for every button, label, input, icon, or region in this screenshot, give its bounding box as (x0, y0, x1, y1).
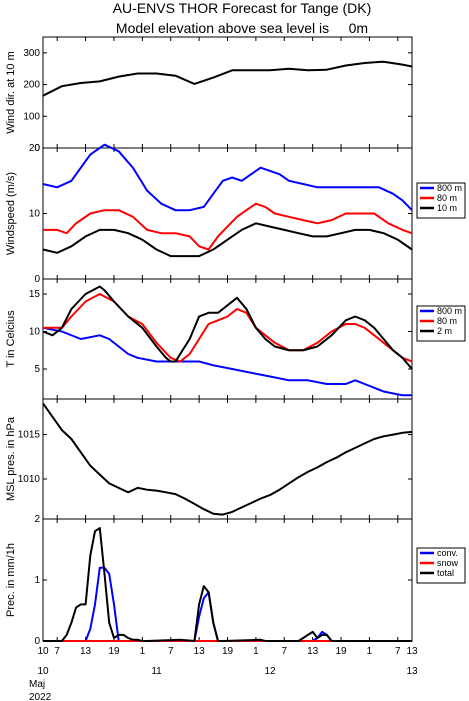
y-tick-label: 300 (23, 48, 40, 59)
y-tick-label: 0 (34, 274, 40, 285)
legend-label: snow (437, 558, 459, 568)
series-line-main (42, 402, 413, 516)
series-line-main (42, 60, 413, 97)
y-tick-label: 1015 (18, 430, 41, 441)
panel-frame (42, 398, 413, 520)
hour-tick-label: 7 (168, 646, 174, 657)
hour-tick-label: 7 (395, 646, 401, 657)
y-axis-label: Wind dir. at 10 m (5, 51, 17, 134)
legend-label: 10 m (437, 203, 457, 213)
hour-tick-label: 19 (108, 646, 120, 657)
legend-label: 80 m (437, 316, 457, 326)
time-axis: 10 7 13 19 1 7 13 19 1 7 13 19 1 7 13 10 11 12 13 Maj 2022 (29, 646, 418, 701)
series-line-800-m (42, 326, 412, 397)
y-tick-label: 10 (29, 327, 41, 338)
legend-label: total (437, 568, 454, 578)
y-axis-label: T in Celcius (5, 310, 17, 368)
y-tick-label: 200 (23, 80, 40, 91)
y-tick-label: 0 (34, 636, 40, 647)
y-axis-label: MSL pres. in hPa (5, 416, 17, 501)
hour-tick-label: 13 (307, 646, 319, 657)
y-tick-label: 2 (34, 514, 40, 525)
chart-title-line2: Model elevation above sea level is 0m (116, 20, 368, 36)
series-line-800-m (42, 143, 413, 212)
series-line-conv- (43, 566, 412, 642)
y-tick-label: 1010 (18, 474, 41, 485)
y-tick-label: 20 (29, 143, 41, 154)
y-tick-label: 0 (34, 143, 40, 154)
hour-tick-label: 7 (281, 646, 287, 657)
legend-label: 800 m (437, 183, 462, 193)
legend-label: conv. (437, 548, 458, 558)
legend-label: 80 m (437, 193, 457, 203)
hour-tick-label: 19 (335, 646, 347, 657)
panel-frame (42, 36, 413, 149)
day-tick-label: 13 (406, 666, 418, 677)
day-tick-label: 12 (265, 666, 277, 677)
y-tick-label: 5 (34, 364, 40, 375)
y-tick-label: 100 (23, 111, 40, 122)
hour-tick-label: 19 (222, 646, 234, 657)
series-line-80-m (43, 202, 413, 251)
y-axis-label: Prec. in mm/1h (5, 543, 17, 617)
panel-0: 0 100 200 300 Wind dir. at 10 m (5, 36, 413, 154)
legend-box (416, 182, 466, 219)
day-tick-label: 11 (151, 666, 162, 677)
hour-tick-label: 1 (253, 646, 259, 657)
chart-title-line1: AU-ENVS THOR Forecast for Tange (DK) (113, 0, 372, 16)
year-label: 2022 (29, 692, 52, 701)
y-axis-label: Windspeed (m/s) (5, 172, 17, 255)
series-line-2-m (42, 285, 413, 370)
legend: 800 m80 m2 m (416, 305, 466, 342)
hour-tick-label: 13 (406, 646, 418, 657)
day-tick-label: 10 (37, 666, 49, 677)
hour-tick-label: 13 (194, 646, 206, 657)
panel-1: 0 10 20 Windspeed (m/s) 800 m80 m10 m (5, 143, 466, 285)
legend-label: 800 m (437, 306, 462, 316)
series-line-10-m (42, 222, 413, 258)
hour-tick-label: 1 (367, 646, 373, 657)
y-tick-label: 10 (29, 209, 41, 220)
panel-2: 5 10 15 T in Celcius 800 m80 m2 m (5, 278, 466, 400)
hour-tick-label: 13 (80, 646, 92, 657)
series-line-total (43, 527, 412, 642)
y-tick-label: 15 (29, 289, 41, 300)
y-tick-label: 1 (34, 575, 40, 586)
legend: 800 m80 m10 m (416, 182, 466, 219)
month-label: Maj (29, 679, 45, 690)
legend-label: 2 m (437, 326, 452, 336)
hour-tick-label: 1 (140, 646, 146, 657)
hour-tick-label: 10 (37, 646, 49, 657)
hour-tick-label: 7 (54, 646, 60, 657)
